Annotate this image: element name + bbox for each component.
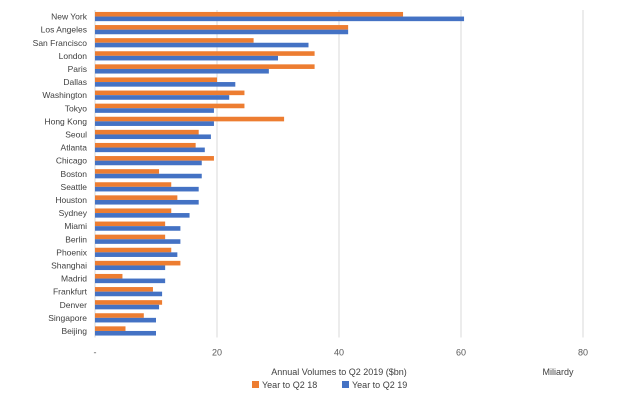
category-label: Beijing <box>61 326 87 336</box>
bar-q2-19 <box>95 239 181 244</box>
category-label: Paris <box>68 64 87 74</box>
category-label: Berlin <box>65 234 87 244</box>
category-label: Dallas <box>63 77 87 87</box>
bar-q2-18 <box>95 38 254 43</box>
bar-q2-19 <box>95 330 156 336</box>
bar-q2-18 <box>95 25 349 30</box>
bar-q2-18 <box>95 90 245 96</box>
bar-q2-18 <box>95 287 153 292</box>
bar-q2-19 <box>95 147 205 153</box>
category-label: Hong Kong <box>44 116 87 126</box>
category-label: San Francisco <box>33 38 88 48</box>
x-axis-title: Annual Volumes to Q2 2019 ($bn) <box>271 367 407 377</box>
bar-q2-19 <box>95 108 214 113</box>
bar-q2-18 <box>95 300 163 305</box>
x-tick-label: 20 <box>212 348 222 358</box>
bar-q2-19 <box>95 55 278 61</box>
bar-q2-18 <box>95 116 285 122</box>
category-label: Frankfurt <box>53 287 88 297</box>
legend-label: Year to Q2 19 <box>352 380 407 390</box>
category-label: Miami <box>64 221 87 231</box>
bar-q2-19 <box>95 95 230 100</box>
bar-q2-18 <box>95 169 160 174</box>
bar-q2-18 <box>95 156 214 161</box>
category-label: Atlanta <box>61 143 88 153</box>
bar-q2-19 <box>95 186 199 192</box>
bar-q2-18 <box>95 182 172 187</box>
x-tick-label: 80 <box>578 348 588 358</box>
bar-q2-18 <box>95 129 199 135</box>
bar-q2-18 <box>95 103 245 109</box>
bar-q2-19 <box>95 265 166 271</box>
bar-q2-19 <box>95 278 166 284</box>
bar-q2-19 <box>95 82 236 87</box>
category-label: Los Angeles <box>41 25 87 35</box>
legend-label: Year to Q2 18 <box>262 380 317 390</box>
bar-q2-19 <box>95 134 211 140</box>
x-tick-label: 40 <box>334 348 344 358</box>
bar-q2-19 <box>95 226 181 231</box>
category-label: Tokyo <box>65 103 87 113</box>
bar-q2-19 <box>95 173 202 179</box>
bar-q2-18 <box>95 208 172 214</box>
bar-q2-19 <box>95 29 349 35</box>
bar-q2-18 <box>95 221 166 227</box>
category-label: Seoul <box>65 129 87 139</box>
bar-q2-18 <box>95 313 144 318</box>
bar-q2-18 <box>95 51 315 56</box>
bar-q2-19 <box>95 199 199 205</box>
category-label: Sydney <box>59 208 88 218</box>
category-label: Washington <box>42 90 87 100</box>
bar-q2-19 <box>95 68 269 74</box>
bar-q2-18 <box>95 142 196 148</box>
x-tick-label: 60 <box>456 348 466 358</box>
bar-q2-19 <box>95 121 214 126</box>
bar-q2-18 <box>95 64 315 69</box>
bar-q2-19 <box>95 42 309 48</box>
category-label: Chicago <box>56 156 87 166</box>
category-label: Singapore <box>48 313 87 323</box>
legend-item: Year to Q2 19 <box>342 380 407 390</box>
legend-swatch <box>252 381 259 388</box>
bar-q2-19 <box>95 317 156 323</box>
category-label: London <box>59 51 88 61</box>
bar-q2-18 <box>95 195 178 200</box>
bar-q2-19 <box>95 291 163 297</box>
category-label: Seattle <box>61 182 88 192</box>
bar-q2-18 <box>95 247 172 253</box>
bar-q2-19 <box>95 16 465 22</box>
bar-q2-18 <box>95 326 126 331</box>
bar-q2-18 <box>95 260 181 266</box>
category-label: Denver <box>60 300 88 310</box>
bar-q2-18 <box>95 77 217 83</box>
bar-q2-19 <box>95 213 190 218</box>
category-label: New York <box>51 12 88 22</box>
bar-q2-19 <box>95 252 178 257</box>
legend-swatch <box>342 381 349 388</box>
category-label: Madrid <box>61 274 87 284</box>
category-label: Boston <box>61 169 88 179</box>
unit-note: Miliardy <box>542 367 574 377</box>
category-label: Shanghai <box>51 260 87 270</box>
bar-q2-18 <box>95 234 166 240</box>
category-label: Houston <box>55 195 87 205</box>
bar-q2-19 <box>95 304 160 310</box>
x-tick-label: - <box>94 348 97 358</box>
legend-item: Year to Q2 18 <box>252 380 317 390</box>
category-label: Phoenix <box>56 247 87 257</box>
bar-q2-19 <box>95 160 202 166</box>
bar-q2-18 <box>95 273 123 279</box>
bar-q2-18 <box>95 11 404 17</box>
